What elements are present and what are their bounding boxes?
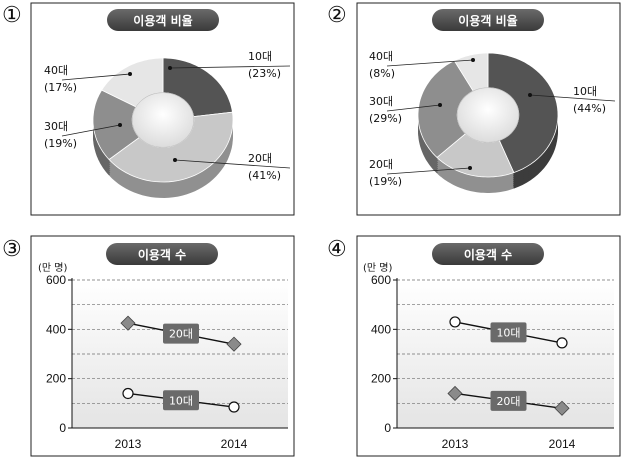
point-20대-2014 [554,400,570,416]
y-tick-label: 600 [46,273,66,287]
slice-label-10대: 10대 [573,85,597,98]
leader-line-40대 [61,73,131,81]
leader-dot-40대 [128,72,132,76]
chart-title-4: 이용객 수 [464,247,512,262]
chart-title-pill-3 [106,243,218,265]
slice-label-20대: 20대 [369,158,393,171]
series-tag-20대 [490,390,527,411]
point-10대-2014 [556,337,568,349]
x-tick-label: 2014 [549,437,576,451]
series-tag-label-20대: 20대 [496,395,520,408]
leader-line-40대 [386,59,474,67]
leader-line-20대 [174,159,291,169]
series-tag-20대 [163,323,199,344]
slice-label-40대: 40대 [44,64,68,77]
series-tag-label-10대: 10대 [496,326,520,339]
y-tick-label: 400 [46,322,66,336]
slice-label-40대: 40대 [369,50,393,63]
donut-chart-1 [92,57,234,198]
series-tag-label-20대: 20대 [169,328,193,341]
figure-4: ④ 이용객 수 0 200 400 600(만 명) 2013 2014 10대 20대 [327,235,621,457]
donut-hole [456,87,520,143]
chart-title-pill-1 [107,9,219,31]
slice-percent-40대: (17%) [44,81,77,94]
y-tick-label: 200 [46,372,66,386]
leader-line-20대 [386,167,471,175]
slice-label-30대: 30대 [44,120,68,133]
chart-title-1: 이용객 비율 [133,13,192,28]
x-tick-label: 2013 [115,437,142,451]
y-tick-label: 0 [384,421,391,435]
chart-title-pill-4 [432,243,544,265]
y-axis-unit: (만 명) [363,262,392,274]
y-tick-label: 0 [59,421,66,435]
figure-number-2: ② [327,3,347,28]
point-20대-2014 [226,336,242,352]
leader-line-30대 [386,104,441,112]
figure-number-1: ① [2,3,22,28]
leader-line-30대 [61,124,121,137]
y-tick-label: 600 [371,273,391,287]
donut-labels-1: 10대 (23%) 20대 (41%) 30대 (19%) 40대 (17%) [44,50,291,182]
point-10대-2014 [228,401,240,413]
slice-percent-30대: (29%) [369,112,402,125]
series-tag-10대 [163,390,199,411]
leader-dot-40대 [471,58,475,62]
series-tag-label-10대: 10대 [169,394,193,407]
x-tick-label: 2013 [442,437,469,451]
donut-chart-2 [417,52,559,193]
figure-number-4: ④ [327,237,347,262]
chart-title-2: 이용객 비율 [458,13,517,28]
point-10대-2013 [122,387,134,400]
y-tick-label: 400 [371,322,391,336]
leader-dot-10대 [168,66,172,70]
chart-title-3: 이용객 수 [138,247,186,262]
leader-dot-30대 [118,123,122,127]
donut-hole [131,92,195,148]
point-20대-2013 [447,385,463,402]
figure-3: ③ 이용객 수 0 200 400 600(만 명) 2013 2014 20대 10대 [2,235,295,457]
slice-percent-10대: (44%) [573,102,606,115]
line-chart-3: 0 200 400 600(만 명) 2013 2014 20대 10대 [38,262,288,451]
slice-percent-20대: (19%) [369,175,402,188]
slice-percent-40대: (8%) [369,67,395,80]
leader-dot-20대 [173,158,177,162]
slice-label-10대: 10대 [248,50,272,63]
leader-line-10대 [169,65,291,69]
line-chart-4: 0 200 400 600(만 명) 2013 2014 10대 20대 [363,262,614,451]
leader-line-10대 [529,94,616,102]
donut-labels-2: 10대 (44%) 20대 (19%) 30대 (29%) 40대 (8%) [369,50,616,188]
series-tag-10대 [490,322,527,343]
slice-percent-20대: (41%) [248,169,281,182]
slice-label-20대: 20대 [248,152,272,165]
slice-percent-30대: (19%) [44,137,77,150]
chart-title-pill-2 [432,9,544,31]
figure-number-3: ③ [2,237,22,262]
point-10대-2013 [449,316,461,328]
figure-2: ② 이용객 비율 10대 (44%) 20대 (19%) 30대 (29%) 40대 (8%) [327,2,621,216]
slice-percent-10대: (23%) [248,67,281,80]
point-20대-2013 [120,315,136,331]
figure-1: ① 이용객 비율 10대 (23%) 20대 (41%) 30대 (19%) 40대 (17%… [2,2,295,216]
y-tick-label: 200 [371,372,391,386]
x-tick-label: 2014 [221,437,248,451]
leader-dot-10대 [528,93,532,97]
y-axis-unit: (만 명) [38,262,67,274]
leader-dot-30대 [438,103,442,107]
slice-label-30대: 30대 [369,95,393,108]
leader-dot-20대 [468,166,472,170]
